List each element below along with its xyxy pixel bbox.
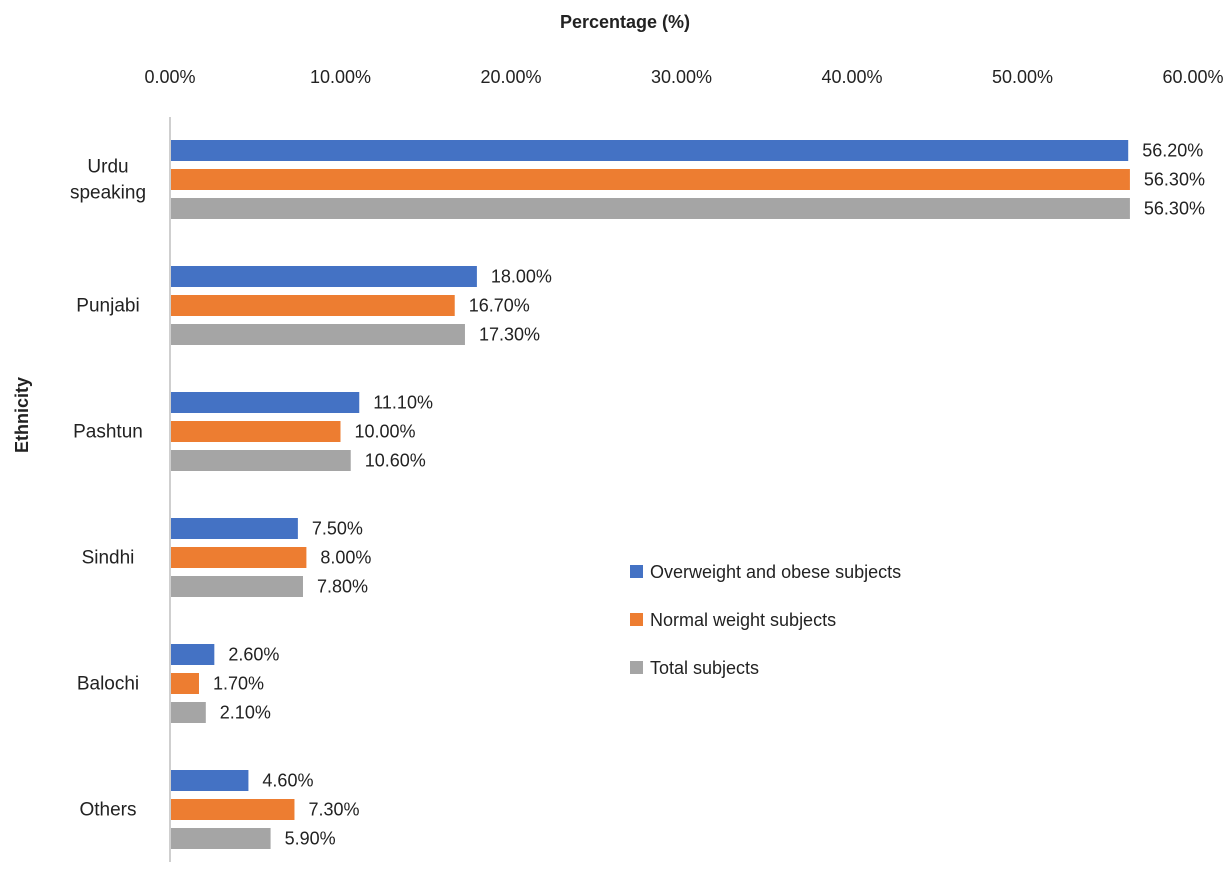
data-label: 2.60% xyxy=(228,645,279,665)
data-label: 17.30% xyxy=(479,325,540,345)
x-tick-label: 40.00% xyxy=(821,67,882,87)
bar xyxy=(171,421,341,442)
bar xyxy=(171,266,477,287)
bar xyxy=(171,770,249,791)
data-label: 8.00% xyxy=(320,548,371,568)
data-label: 2.10% xyxy=(220,703,271,723)
category-label: Sindhi xyxy=(82,548,135,569)
bar xyxy=(171,644,215,665)
bar xyxy=(171,169,1130,190)
bar xyxy=(171,450,351,471)
x-tick-label: 60.00% xyxy=(1162,67,1223,87)
category-labels: Urdu speaking Punjabi Pashtun Sindhi Balochi O… xyxy=(70,157,146,821)
data-label: 11.10% xyxy=(373,393,433,413)
x-tick-label: 30.00% xyxy=(651,67,712,87)
legend-swatch xyxy=(630,661,643,674)
legend: Overweight and obese subjects Normal weig… xyxy=(630,562,901,678)
x-tick-label: 10.00% xyxy=(310,67,371,87)
data-label: 16.70% xyxy=(469,296,530,316)
bar xyxy=(171,518,298,539)
data-label: 7.50% xyxy=(312,519,363,539)
bar xyxy=(171,547,307,568)
x-axis-ticks: 0.00% 10.00% 20.00% 30.00% 40.00% 50.00% 60.00… xyxy=(144,67,1223,87)
x-tick-label: 0.00% xyxy=(144,67,195,87)
bar xyxy=(171,673,199,694)
category-label-line: Balochi xyxy=(77,674,139,695)
category-label: Urdu speaking xyxy=(70,157,146,204)
data-label: 10.60% xyxy=(365,451,426,471)
x-tick-label: 50.00% xyxy=(992,67,1053,87)
category-label: Others xyxy=(79,800,136,821)
bar xyxy=(171,324,465,345)
y-axis-title: Ethnicity xyxy=(12,377,32,453)
data-label: 10.00% xyxy=(355,422,416,442)
category-label-line: speaking xyxy=(70,183,146,204)
legend-label: Total subjects xyxy=(650,658,759,678)
data-label: 18.00% xyxy=(491,267,552,287)
category-label: Punjabi xyxy=(76,296,139,317)
bar xyxy=(171,392,360,413)
data-label: 56.30% xyxy=(1144,170,1205,190)
bar-series xyxy=(171,140,1130,849)
bar xyxy=(171,198,1130,219)
legend-swatch xyxy=(630,565,643,578)
legend-label: Overweight and obese subjects xyxy=(650,562,901,582)
data-label: 56.30% xyxy=(1144,199,1205,219)
data-label: 7.80% xyxy=(317,577,368,597)
legend-label: Normal weight subjects xyxy=(650,610,836,630)
category-label-line: Punjabi xyxy=(76,296,139,317)
data-label: 1.70% xyxy=(213,674,264,694)
x-tick-label: 20.00% xyxy=(480,67,541,87)
category-label: Balochi xyxy=(77,674,139,695)
data-label: 5.90% xyxy=(285,829,336,849)
data-labels: 56.20% 56.30% 56.30% 18.00% 16.70% 17.30% 11.1… xyxy=(213,141,1205,849)
category-label-line: Urdu xyxy=(87,157,128,178)
category-label: Pashtun xyxy=(73,422,143,443)
bar xyxy=(171,140,1129,161)
data-label: 4.60% xyxy=(262,771,313,791)
bar xyxy=(171,295,455,316)
bar xyxy=(171,799,295,820)
data-label: 56.20% xyxy=(1142,141,1203,161)
data-label: 7.30% xyxy=(308,800,359,820)
category-label-line: Others xyxy=(79,800,136,821)
legend-swatch xyxy=(630,613,643,626)
bar xyxy=(171,828,271,849)
category-label-line: Pashtun xyxy=(73,422,143,443)
x-axis-title: Percentage (%) xyxy=(560,12,690,32)
bar xyxy=(171,576,303,597)
category-label-line: Sindhi xyxy=(82,548,135,569)
bar xyxy=(171,702,206,723)
